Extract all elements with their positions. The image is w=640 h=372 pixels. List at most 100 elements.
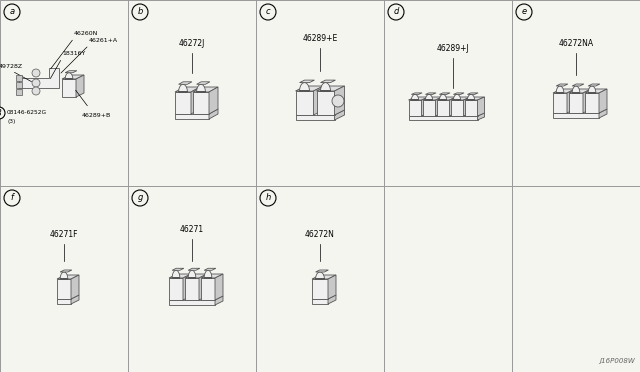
Polygon shape — [209, 87, 218, 114]
Polygon shape — [572, 84, 584, 86]
Polygon shape — [585, 89, 607, 93]
Text: 46271: 46271 — [180, 225, 204, 234]
Polygon shape — [71, 275, 79, 299]
Polygon shape — [65, 73, 73, 79]
Polygon shape — [422, 97, 442, 100]
Polygon shape — [185, 278, 199, 300]
Polygon shape — [175, 114, 209, 119]
Circle shape — [332, 95, 344, 107]
Text: 46261+A: 46261+A — [89, 38, 118, 43]
Polygon shape — [296, 91, 314, 115]
Polygon shape — [477, 113, 484, 120]
Polygon shape — [175, 87, 200, 92]
Polygon shape — [588, 86, 596, 93]
Circle shape — [260, 190, 276, 206]
Polygon shape — [553, 113, 599, 118]
Polygon shape — [588, 84, 600, 86]
Polygon shape — [62, 79, 76, 97]
Text: 46272N: 46272N — [305, 230, 335, 239]
Text: 46272NA: 46272NA — [559, 39, 593, 48]
Polygon shape — [328, 275, 336, 299]
Polygon shape — [440, 94, 447, 100]
Circle shape — [32, 79, 40, 87]
Text: 08146-6252G: 08146-6252G — [7, 110, 47, 115]
Polygon shape — [312, 299, 328, 304]
Polygon shape — [60, 272, 68, 279]
Polygon shape — [440, 93, 450, 94]
Polygon shape — [335, 86, 344, 115]
Polygon shape — [316, 272, 324, 279]
Polygon shape — [300, 83, 310, 91]
Text: c: c — [266, 7, 270, 16]
Text: (3): (3) — [7, 119, 15, 124]
Polygon shape — [19, 68, 59, 88]
Polygon shape — [199, 274, 207, 300]
Polygon shape — [449, 97, 456, 116]
Polygon shape — [60, 270, 72, 272]
Text: 46289+J: 46289+J — [436, 44, 469, 53]
Text: b: b — [138, 7, 143, 16]
Polygon shape — [467, 93, 478, 94]
Polygon shape — [556, 86, 564, 93]
Circle shape — [4, 4, 20, 20]
Polygon shape — [196, 84, 205, 92]
Polygon shape — [583, 89, 591, 113]
Polygon shape — [57, 275, 79, 279]
Polygon shape — [477, 97, 484, 116]
Polygon shape — [453, 93, 464, 94]
Text: 46260N: 46260N — [74, 31, 99, 36]
Text: 46289+B: 46289+B — [82, 113, 111, 118]
Polygon shape — [193, 87, 218, 92]
Polygon shape — [451, 97, 470, 100]
Polygon shape — [553, 89, 575, 93]
Polygon shape — [188, 270, 196, 278]
Polygon shape — [16, 75, 22, 81]
Polygon shape — [585, 93, 599, 113]
Polygon shape — [314, 86, 323, 115]
Polygon shape — [300, 80, 314, 83]
Polygon shape — [422, 100, 435, 116]
Polygon shape — [16, 89, 22, 95]
Polygon shape — [453, 94, 461, 100]
Polygon shape — [436, 100, 449, 116]
Text: 46271F: 46271F — [50, 230, 78, 239]
Polygon shape — [196, 82, 210, 84]
Text: d: d — [394, 7, 399, 16]
Polygon shape — [172, 268, 184, 270]
Polygon shape — [408, 100, 422, 116]
Polygon shape — [71, 295, 79, 304]
Text: g: g — [138, 193, 143, 202]
Polygon shape — [335, 110, 344, 120]
Text: 46289+E: 46289+E — [302, 34, 338, 43]
Polygon shape — [553, 93, 567, 113]
Polygon shape — [215, 274, 223, 300]
Polygon shape — [435, 97, 442, 116]
Polygon shape — [169, 278, 183, 300]
Text: e: e — [522, 7, 527, 16]
Polygon shape — [422, 97, 429, 116]
Polygon shape — [179, 82, 192, 84]
Polygon shape — [426, 93, 436, 94]
Polygon shape — [201, 278, 215, 300]
Polygon shape — [465, 97, 484, 100]
Circle shape — [32, 87, 40, 95]
Text: 18316Y: 18316Y — [62, 51, 85, 56]
Polygon shape — [172, 270, 180, 278]
Polygon shape — [426, 94, 433, 100]
Polygon shape — [599, 89, 607, 113]
Polygon shape — [76, 75, 84, 97]
Circle shape — [516, 4, 532, 20]
Polygon shape — [179, 84, 188, 92]
Polygon shape — [62, 75, 84, 79]
Polygon shape — [16, 82, 22, 88]
Polygon shape — [185, 274, 207, 278]
Polygon shape — [204, 270, 212, 278]
Polygon shape — [463, 97, 470, 116]
Polygon shape — [408, 116, 477, 120]
Polygon shape — [321, 83, 330, 91]
Polygon shape — [569, 89, 591, 93]
Polygon shape — [201, 274, 223, 278]
Circle shape — [388, 4, 404, 20]
Polygon shape — [451, 100, 463, 116]
Polygon shape — [599, 109, 607, 118]
